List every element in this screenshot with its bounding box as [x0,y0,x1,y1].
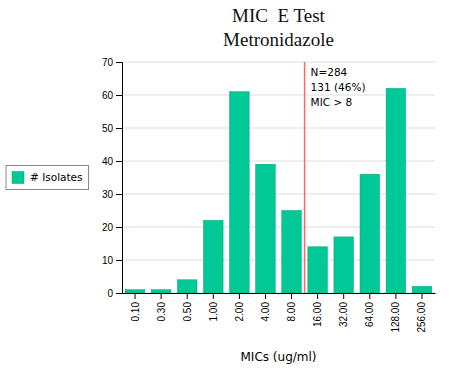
bar [256,164,276,293]
tick: 128.00 [390,293,401,333]
tick-mark [291,293,292,299]
reference-line [304,62,306,293]
tick-label: 10 [102,255,114,266]
tick: 70 [102,57,122,68]
tick: 16.00 [312,293,323,327]
bar [308,247,328,293]
annotation: 131 (46%) [311,81,366,93]
plot-area [125,62,431,293]
tick: 20 [102,222,122,233]
tick-mark [369,293,370,299]
tick: 60 [102,90,122,101]
tick-mark [116,128,122,129]
tick-mark [116,194,122,195]
bar [334,237,354,293]
grid [122,62,435,293]
tick-mark [421,293,422,299]
tick-label: 64.00 [364,302,375,327]
tick: 0.50 [182,293,193,321]
tick-label: 20 [102,222,114,233]
bar [360,174,380,293]
tick-label: 70 [102,57,114,68]
y-axis: 0 10 20 30 40 50 60 70 [102,57,123,299]
tick-label: 8.00 [286,302,297,322]
subtitle: Metronidazole [223,29,334,50]
tick-mark [187,293,188,299]
tick: 10 [102,255,122,266]
axis-line [123,293,436,294]
x-axis: 0.10 0.30 0.50 1.00 2.00 4.00 8.00 16.00 32.00 64… [123,293,436,333]
tick: 40 [102,156,122,167]
tick: 4.00 [260,293,271,321]
tick-mark [116,161,122,162]
tick-label: 256.00 [416,302,427,333]
title: MIC E Test [232,5,326,26]
tick: 30 [102,189,122,200]
legend: # Isolates [6,166,89,190]
tick-label: 0 [107,288,113,299]
bar [151,290,171,293]
legend-swatch [12,172,24,184]
tick: 32.00 [338,293,349,327]
bar [125,290,145,293]
tick-label: 128.00 [390,302,401,333]
annotation: MIC > 8 [311,96,353,108]
axis-line [116,63,123,294]
tick-mark [343,293,344,299]
tick-mark [116,293,122,294]
tick-mark [116,95,122,96]
tick: 2.00 [234,293,245,321]
tick-mark [239,293,240,299]
grid-line [122,62,435,63]
tick-label: 40 [102,156,114,167]
tick: 8.00 [286,293,297,321]
tick: 0 [107,288,122,299]
tick-mark [395,293,396,299]
bar [412,286,432,293]
tick-mark [265,293,266,299]
tick-label: 0.30 [156,302,167,322]
tick: 256.00 [416,293,427,333]
tick-mark [116,227,122,228]
annotation: N=284 [311,66,348,78]
tick-mark [317,293,318,299]
bar [230,92,250,293]
tick-mark [116,62,122,63]
bar [282,211,302,294]
tick: 0.30 [156,293,167,321]
tick-label: 1.00 [208,302,219,322]
tick-mark [116,260,122,261]
bar [204,220,224,293]
tick-label: 32.00 [338,302,349,327]
tick-label: 50 [102,123,114,134]
legend-label: # Isolates [30,171,83,183]
bar [386,88,406,293]
tick-mark [135,293,136,299]
tick-label: 4.00 [260,302,271,322]
tick-label: 2.00 [234,302,245,322]
tick-mark [213,293,214,299]
tick: 50 [102,123,122,134]
tick-mark [161,293,162,299]
tick-label: 60 [102,90,114,101]
tick-label: 30 [102,189,114,200]
tick-label: 16.00 [312,302,323,327]
chart: 0 10 20 30 40 50 60 70 0.10 0.30 0.50 1.00 2.00 4.00 8… [0,0,450,371]
tick: 64.00 [364,293,375,327]
tick-label: 0.10 [130,302,141,322]
tick-label: 0.50 [182,302,193,322]
legend-frame [6,166,89,190]
x-axis-title: MICs (ug/ml) [241,350,317,364]
tick: 1.00 [208,293,219,321]
tick: 0.10 [130,293,141,321]
bar [177,280,197,293]
